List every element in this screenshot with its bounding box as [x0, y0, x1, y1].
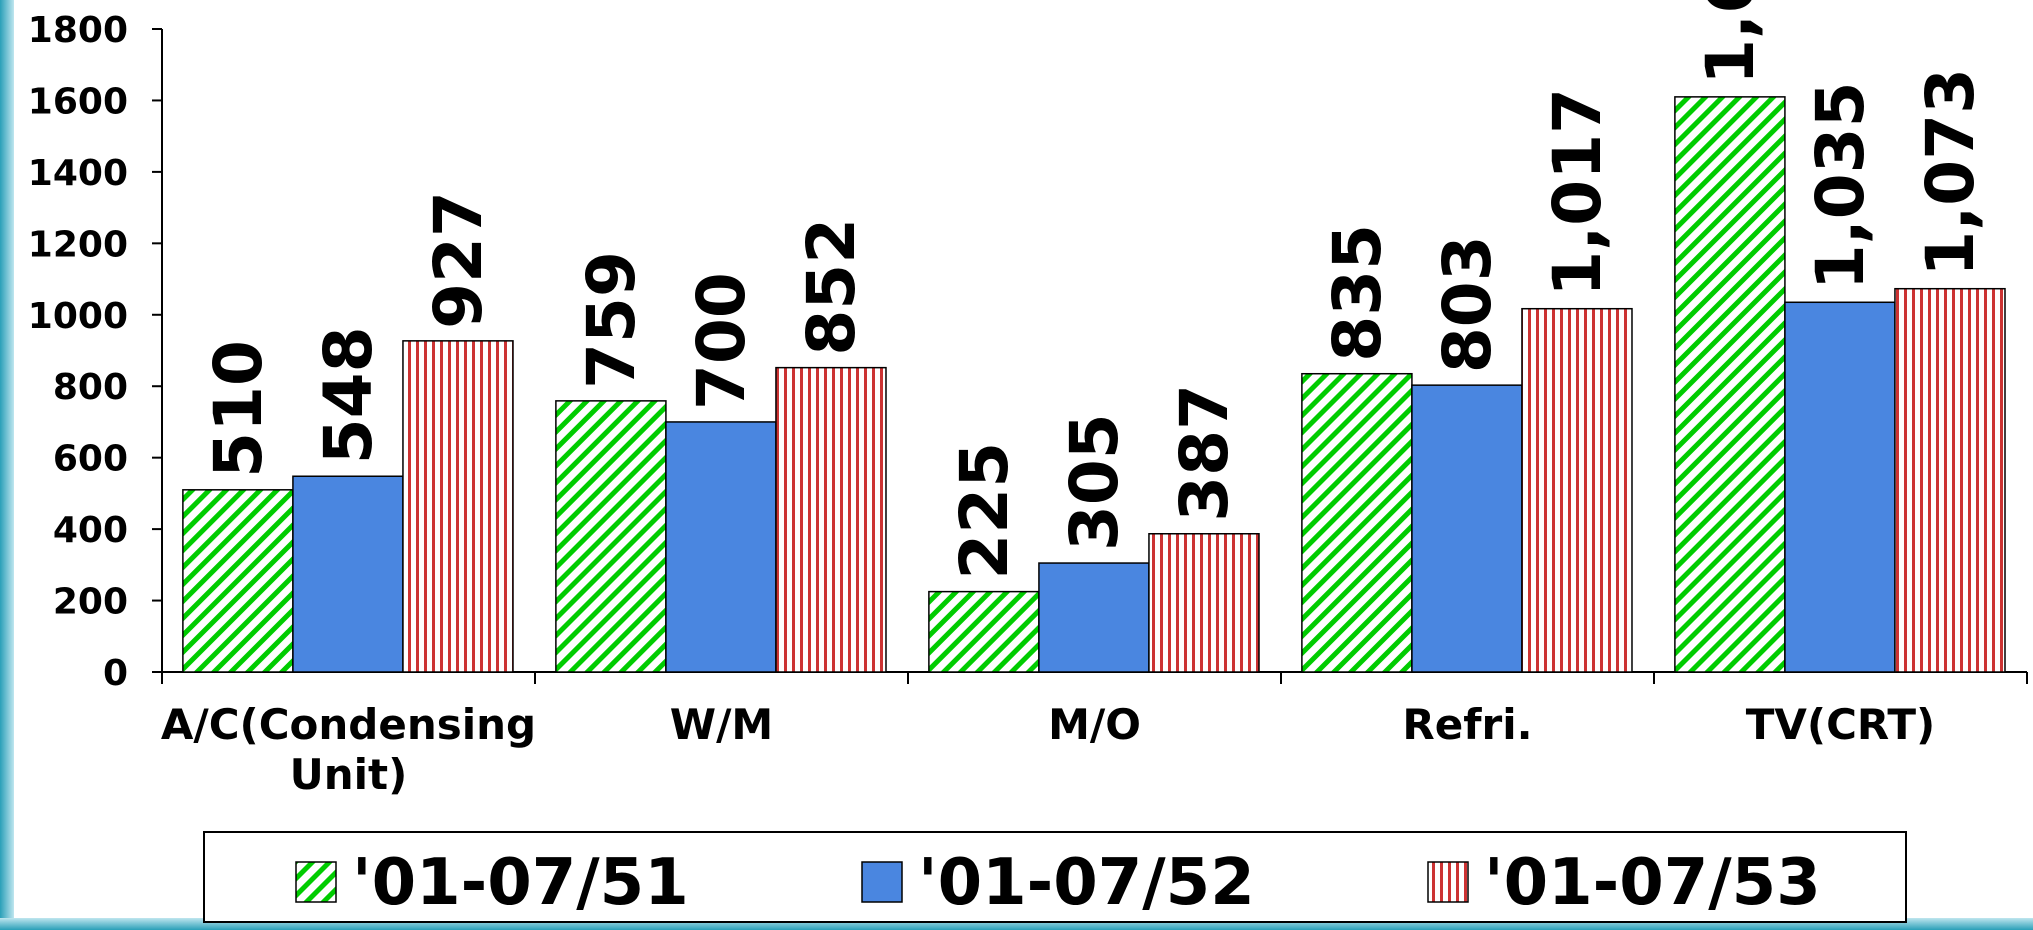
value-label: 927 — [420, 191, 497, 329]
x-tick-label: M/O — [1048, 700, 1141, 749]
bar — [1784, 301, 1896, 673]
y-tick-label: 1000 — [28, 296, 128, 337]
frame-edge — [0, 0, 14, 930]
value-label: 1,073 — [1912, 68, 1989, 277]
value-label: 852 — [793, 218, 870, 356]
value-label: 305 — [1056, 413, 1133, 551]
value-label: 759 — [573, 251, 650, 389]
y-tick-label: 200 — [53, 582, 128, 623]
legend-label: '01-07/53 — [1484, 846, 1821, 920]
value-label: 835 — [1319, 224, 1396, 362]
legend-box — [203, 831, 1907, 923]
y-tick-label: 1800 — [28, 10, 128, 51]
bar — [555, 400, 667, 673]
bar — [1411, 384, 1523, 673]
value-label: 1,017 — [1539, 88, 1616, 297]
bar — [1674, 96, 1786, 673]
legend-swatch — [861, 861, 903, 903]
value-label: 1,610 — [1692, 0, 1769, 85]
bar — [1148, 533, 1260, 673]
y-tick-label: 1400 — [28, 153, 128, 194]
bar — [775, 366, 887, 673]
bar — [928, 590, 1040, 673]
bar — [402, 340, 514, 673]
y-tick-label: 1200 — [28, 224, 128, 265]
legend-label: '01-07/51 — [352, 846, 689, 920]
legend-label: '01-07/52 — [918, 846, 1255, 920]
bar — [292, 475, 404, 673]
y-tick-label: 400 — [53, 510, 128, 551]
value-label: 700 — [683, 272, 760, 410]
value-label: 387 — [1166, 384, 1243, 522]
y-tick-label: 0 — [103, 653, 128, 694]
x-tick-label: W/M — [669, 700, 774, 749]
bar — [182, 489, 294, 673]
value-label: 1,035 — [1802, 82, 1879, 291]
y-tick-label: 1600 — [28, 81, 128, 122]
x-tick-label: TV(CRT) — [1745, 700, 1936, 749]
value-label: 510 — [200, 340, 277, 478]
bar — [1894, 287, 2006, 673]
value-label: 548 — [310, 326, 387, 464]
y-tick-label: 600 — [53, 439, 128, 480]
x-tick-label: A/C(Condensing Unit) — [160, 700, 537, 799]
legend-swatch — [295, 861, 337, 903]
value-label: 225 — [946, 442, 1023, 580]
bar — [665, 421, 777, 673]
x-tick-label: Refri. — [1402, 700, 1533, 749]
legend-swatch — [1427, 861, 1469, 903]
bar — [1521, 307, 1633, 673]
bar — [1301, 372, 1413, 673]
y-tick-label: 800 — [53, 367, 128, 408]
bar — [1038, 562, 1150, 673]
value-label: 803 — [1429, 235, 1506, 373]
